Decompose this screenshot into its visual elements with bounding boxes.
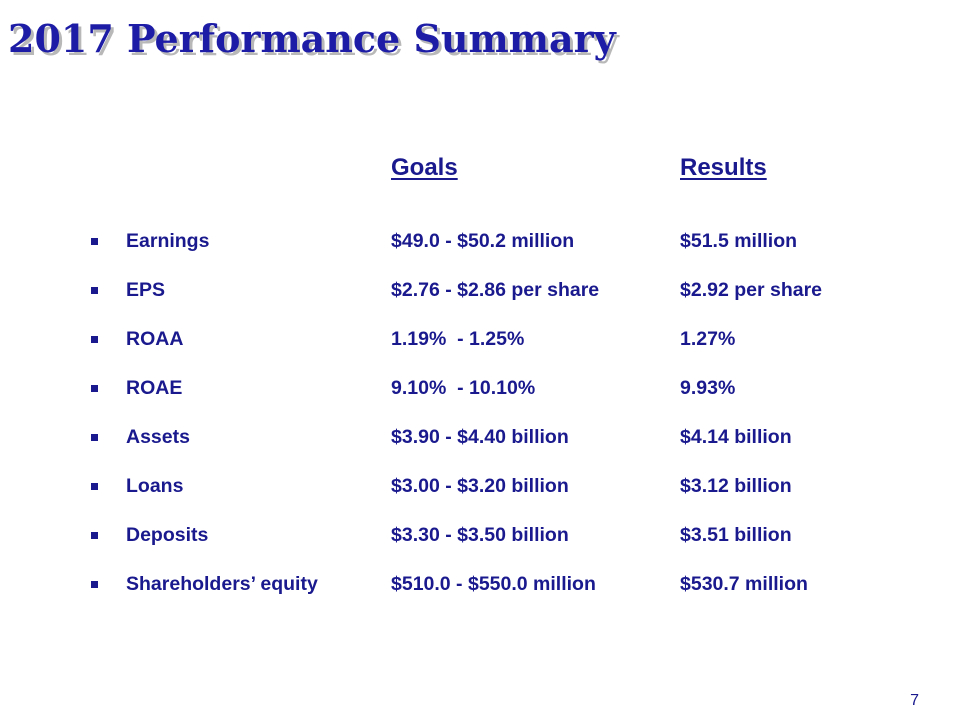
result-value: $4.14 billion bbox=[680, 426, 792, 448]
metric-label: Loans bbox=[126, 475, 184, 497]
table-row: Assets $3.90 - $4.40 billion $4.14 billi… bbox=[0, 426, 960, 475]
bullet-icon bbox=[91, 287, 98, 294]
metric-label: Earnings bbox=[126, 230, 210, 252]
goal-value: $3.00 - $3.20 billion bbox=[391, 475, 569, 497]
result-value: $2.92 per share bbox=[680, 279, 823, 301]
bullet-icon bbox=[91, 336, 98, 343]
table-row: ROAE 9.10% - 10.10% 9.93% bbox=[0, 377, 960, 426]
result-value: $3.12 billion bbox=[680, 475, 792, 497]
metric-label: Shareholders’ equity bbox=[126, 573, 318, 595]
table-row: ROAA 1.19% - 1.25% 1.27% bbox=[0, 328, 960, 377]
page-title: 2017 Performance Summary bbox=[8, 16, 616, 61]
goal-value: 9.10% - 10.10% bbox=[391, 377, 536, 399]
bullet-icon bbox=[91, 385, 98, 392]
bullet-icon bbox=[91, 238, 98, 245]
page-number: 7 bbox=[910, 692, 919, 709]
goal-value: 1.19% - 1.25% bbox=[391, 328, 525, 350]
table-row: Earnings $49.0 - $50.2 million $51.5 mil… bbox=[0, 230, 960, 279]
goal-value: $3.30 - $3.50 billion bbox=[391, 524, 569, 546]
goal-value: $3.90 - $4.40 billion bbox=[391, 426, 569, 448]
metric-label: Deposits bbox=[126, 524, 209, 546]
metric-label: ROAA bbox=[126, 328, 184, 350]
result-value: 9.93% bbox=[680, 377, 736, 399]
bullet-icon bbox=[91, 532, 98, 539]
bullet-icon bbox=[91, 434, 98, 441]
table-row: Deposits $3.30 - $3.50 billion $3.51 bil… bbox=[0, 524, 960, 573]
table-row: Loans $3.00 - $3.20 billion $3.12 billio… bbox=[0, 475, 960, 524]
goals-column-header: Goals bbox=[391, 154, 458, 181]
bullet-icon bbox=[91, 483, 98, 490]
metric-label: EPS bbox=[126, 279, 166, 301]
goal-value: $49.0 - $50.2 million bbox=[391, 230, 575, 252]
result-value: $51.5 million bbox=[680, 230, 798, 252]
performance-table: Earnings $49.0 - $50.2 million $51.5 mil… bbox=[0, 230, 960, 622]
goal-value: $2.76 - $2.86 per share bbox=[391, 279, 600, 301]
result-value: $530.7 million bbox=[680, 573, 808, 595]
result-value: 1.27% bbox=[680, 328, 736, 350]
goal-value: $510.0 - $550.0 million bbox=[391, 573, 596, 595]
bullet-icon bbox=[91, 581, 98, 588]
table-row: Shareholders’ equity $510.0 - $550.0 mil… bbox=[0, 573, 960, 622]
table-row: EPS $2.76 - $2.86 per share $2.92 per sh… bbox=[0, 279, 960, 328]
result-value: $3.51 billion bbox=[680, 524, 792, 546]
metric-label: ROAE bbox=[126, 377, 183, 399]
metric-label: Assets bbox=[126, 426, 190, 448]
results-column-header: Results bbox=[680, 154, 767, 181]
